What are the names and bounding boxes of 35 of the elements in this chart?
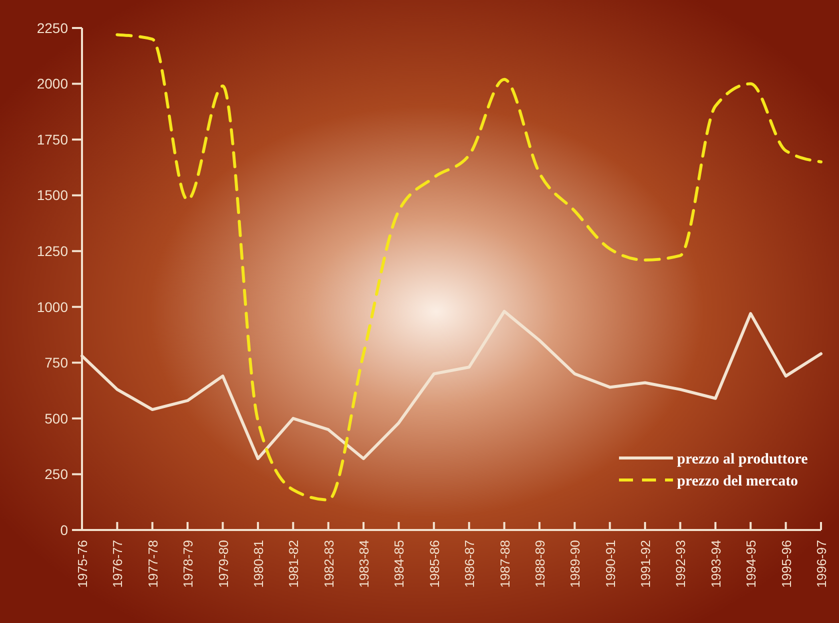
y-tick-label: 250 — [44, 466, 68, 482]
x-tick-label: 1980-81 — [250, 540, 266, 588]
y-tick-label: 2000 — [36, 76, 68, 92]
x-tick-label: 1981-82 — [286, 540, 302, 588]
x-tick-label: 1979-80 — [216, 540, 231, 588]
line-series — [116, 33, 822, 502]
x-tick-label: 1994-95 — [744, 540, 759, 588]
x-tick-label: 1977-78 — [145, 540, 160, 588]
x-tick-label: 1984-85 — [392, 540, 407, 588]
x-tick-label: 1978-79 — [180, 540, 196, 588]
x-tick-label: 1976-77 — [110, 540, 126, 588]
x-tick-label: 1987-88 — [497, 540, 512, 588]
x-tick-label: 1975-76 — [75, 540, 90, 588]
x-tick-label: 1996-97 — [814, 540, 829, 588]
x-tick-label: 1995-96 — [778, 540, 794, 588]
y-tick-label: 1750 — [36, 131, 68, 148]
y-tick-label: 2250 — [36, 20, 68, 36]
legend-label: prezzo al produttore — [677, 451, 808, 468]
legend-label: prezzo del mercato — [677, 473, 798, 490]
x-tick-label: 1992-93 — [673, 540, 688, 588]
x-tick-label: 1988-89 — [532, 540, 548, 588]
y-tick-label: 1000 — [36, 298, 68, 315]
y-tick-label: 0 — [60, 522, 68, 538]
y-tick-label: 500 — [44, 410, 68, 426]
y-tick-label: 1500 — [36, 187, 68, 204]
x-tick-label: 1985-86 — [426, 540, 442, 588]
y-tick-label: 1250 — [36, 243, 68, 260]
x-tick-label: 1993-94 — [708, 540, 724, 588]
x-tick-label: 1982-83 — [321, 540, 336, 588]
x-tick-label: 1991-92 — [638, 540, 654, 588]
x-tick-label: 1990-91 — [602, 540, 618, 588]
x-tick-label: 1989-90 — [568, 540, 583, 588]
y-tick-label: 750 — [44, 354, 68, 371]
x-tick-label: 1983-84 — [356, 540, 372, 588]
x-tick-label: 1986-87 — [462, 540, 478, 588]
